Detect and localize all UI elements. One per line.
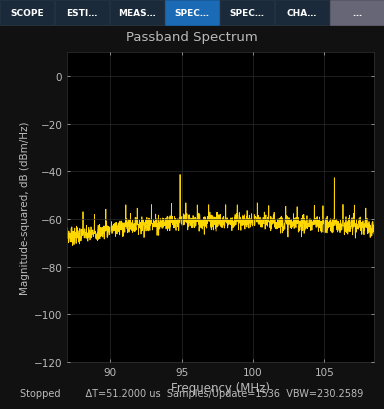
FancyBboxPatch shape bbox=[0, 1, 55, 25]
FancyBboxPatch shape bbox=[275, 1, 329, 25]
Text: SPEC…: SPEC… bbox=[174, 9, 210, 18]
FancyBboxPatch shape bbox=[329, 1, 384, 25]
Text: Passband Spectrum: Passband Spectrum bbox=[126, 31, 258, 44]
Text: SPEC…: SPEC… bbox=[229, 9, 264, 18]
Text: Stopped        ΔT=51.2000 us  Samples/Update=1536  VBW=230.2589: Stopped ΔT=51.2000 us Samples/Update=153… bbox=[20, 388, 364, 398]
Text: ESTI…: ESTI… bbox=[66, 9, 98, 18]
Text: CHA…: CHA… bbox=[286, 9, 317, 18]
FancyBboxPatch shape bbox=[55, 1, 109, 25]
Text: MEAS…: MEAS… bbox=[118, 9, 156, 18]
FancyBboxPatch shape bbox=[110, 1, 164, 25]
Text: SCOPE: SCOPE bbox=[11, 9, 44, 18]
Y-axis label: Magnitude-squared, dB (dBm/Hz): Magnitude-squared, dB (dBm/Hz) bbox=[20, 121, 30, 294]
Text: …: … bbox=[352, 9, 361, 18]
X-axis label: Frequency (MHz): Frequency (MHz) bbox=[171, 381, 270, 394]
FancyBboxPatch shape bbox=[165, 1, 219, 25]
FancyBboxPatch shape bbox=[220, 1, 274, 25]
